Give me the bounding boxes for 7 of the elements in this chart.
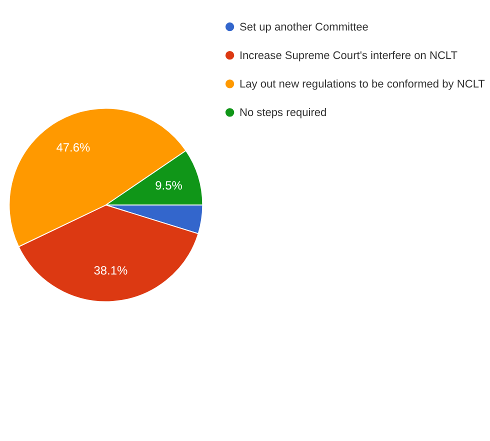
data-label: 38.1% [94, 263, 128, 278]
legend-label: Increase Supreme Court's interfere on NCLT [239, 50, 458, 62]
legend-label: No steps required [239, 107, 327, 120]
legend-label: Set up another Committee [239, 21, 368, 34]
legend-label: Lay out new regulations to be conformed by NCLT [239, 78, 486, 91]
data-label: 47.6% [56, 140, 90, 155]
data-label: 9.5% [155, 178, 183, 192]
